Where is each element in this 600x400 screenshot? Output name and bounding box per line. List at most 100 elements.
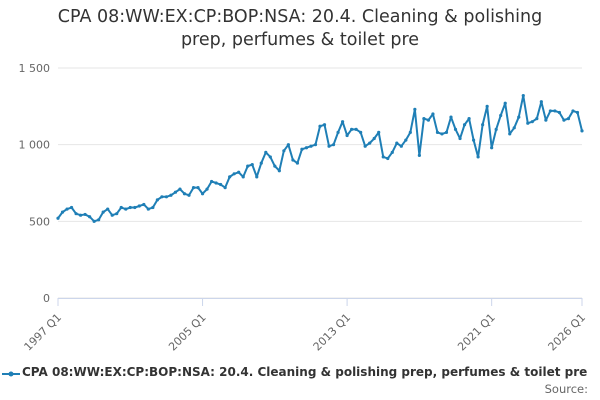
- data-point[interactable]: [422, 117, 426, 121]
- data-point[interactable]: [327, 144, 331, 148]
- data-point[interactable]: [490, 146, 494, 150]
- data-point[interactable]: [151, 205, 155, 210]
- data-point[interactable]: [133, 205, 137, 210]
- data-point[interactable]: [228, 175, 232, 179]
- data-point[interactable]: [512, 126, 516, 130]
- data-point[interactable]: [499, 113, 503, 118]
- data-point[interactable]: [368, 141, 372, 145]
- data-point[interactable]: [580, 129, 584, 133]
- data-point[interactable]: [449, 115, 453, 119]
- data-point[interactable]: [178, 187, 182, 191]
- data-point[interactable]: [462, 123, 467, 127]
- data-point[interactable]: [155, 198, 159, 202]
- data-point[interactable]: [196, 186, 200, 190]
- data-point[interactable]: [282, 149, 286, 153]
- data-point[interactable]: [115, 212, 119, 216]
- data-point[interactable]: [232, 172, 236, 176]
- data-point[interactable]: [395, 141, 399, 145]
- data-point[interactable]: [571, 109, 575, 113]
- data-point[interactable]: [146, 207, 150, 211]
- data-point[interactable]: [142, 202, 146, 207]
- data-point[interactable]: [78, 213, 83, 217]
- data-point[interactable]: [160, 195, 164, 199]
- data-point[interactable]: [124, 207, 128, 211]
- legend[interactable]: CPA 08:WW:EX:CP:BOP:NSA: 20.4. Cleaning …: [0, 364, 600, 384]
- data-point[interactable]: [119, 205, 123, 210]
- data-point[interactable]: [223, 186, 227, 190]
- data-point[interactable]: [101, 210, 105, 214]
- data-point[interactable]: [390, 150, 394, 154]
- data-point[interactable]: [494, 127, 498, 131]
- data-point[interactable]: [413, 107, 417, 111]
- data-point[interactable]: [399, 144, 403, 148]
- data-point[interactable]: [255, 175, 259, 179]
- data-point[interactable]: [273, 164, 277, 168]
- data-point[interactable]: [350, 127, 354, 131]
- data-point[interactable]: [60, 210, 65, 214]
- data-point[interactable]: [169, 193, 173, 197]
- data-point[interactable]: [187, 193, 191, 197]
- data-point[interactable]: [372, 136, 376, 141]
- data-point[interactable]: [322, 123, 327, 127]
- data-point[interactable]: [363, 144, 367, 148]
- data-point[interactable]: [467, 117, 471, 121]
- data-point[interactable]: [544, 118, 548, 122]
- data-point[interactable]: [431, 112, 435, 116]
- data-point[interactable]: [526, 121, 530, 125]
- data-point[interactable]: [209, 179, 214, 184]
- data-point[interactable]: [481, 123, 485, 127]
- data-point[interactable]: [291, 158, 295, 162]
- data-point[interactable]: [539, 100, 543, 104]
- data-point[interactable]: [241, 175, 245, 179]
- data-point[interactable]: [137, 204, 141, 208]
- data-point[interactable]: [110, 213, 114, 217]
- data-point[interactable]: [508, 132, 512, 136]
- data-point[interactable]: [340, 120, 345, 124]
- data-point[interactable]: [250, 163, 254, 167]
- data-point[interactable]: [286, 143, 290, 147]
- data-point[interactable]: [476, 155, 480, 159]
- data-point[interactable]: [237, 170, 241, 174]
- data-point[interactable]: [562, 118, 566, 122]
- data-point[interactable]: [377, 130, 381, 134]
- data-point[interactable]: [404, 138, 408, 142]
- data-point[interactable]: [458, 136, 462, 141]
- data-point[interactable]: [318, 124, 322, 128]
- data-point[interactable]: [503, 101, 507, 105]
- data-point[interactable]: [264, 150, 268, 154]
- data-point[interactable]: [74, 212, 78, 216]
- data-point[interactable]: [548, 109, 552, 113]
- data-point[interactable]: [417, 153, 421, 157]
- series-main[interactable]: [56, 94, 584, 223]
- data-point[interactable]: [205, 187, 209, 191]
- data-point[interactable]: [106, 207, 110, 211]
- data-point[interactable]: [309, 144, 313, 148]
- data-point[interactable]: [444, 130, 449, 134]
- data-point[interactable]: [173, 190, 178, 194]
- data-point[interactable]: [69, 205, 74, 210]
- data-point[interactable]: [381, 155, 385, 159]
- data-point[interactable]: [164, 195, 169, 199]
- data-point[interactable]: [295, 161, 300, 165]
- data-point[interactable]: [182, 192, 187, 196]
- data-point[interactable]: [530, 120, 534, 124]
- data-point[interactable]: [354, 127, 358, 131]
- data-point[interactable]: [426, 118, 431, 122]
- data-point[interactable]: [440, 132, 444, 136]
- data-point[interactable]: [56, 216, 60, 220]
- data-point[interactable]: [517, 115, 521, 119]
- data-point[interactable]: [553, 109, 557, 113]
- data-point[interactable]: [359, 130, 363, 134]
- data-point[interactable]: [575, 110, 580, 115]
- data-point[interactable]: [345, 133, 349, 138]
- data-point[interactable]: [485, 104, 489, 108]
- data-point[interactable]: [128, 205, 132, 210]
- data-point[interactable]: [521, 94, 525, 98]
- data-point[interactable]: [313, 143, 318, 147]
- data-point[interactable]: [65, 207, 69, 211]
- data-point[interactable]: [304, 146, 309, 150]
- data-point[interactable]: [408, 130, 412, 134]
- data-point[interactable]: [471, 138, 476, 142]
- source-label[interactable]: Source:: [544, 382, 588, 396]
- data-point[interactable]: [214, 181, 218, 185]
